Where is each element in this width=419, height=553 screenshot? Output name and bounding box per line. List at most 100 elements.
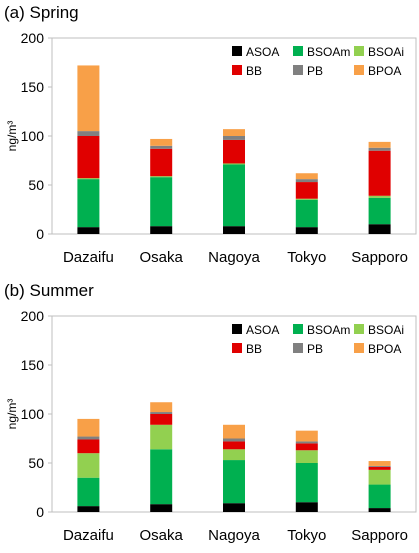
y-tick-label: 200	[21, 308, 45, 324]
bar-bsoam-tokyo	[295, 463, 318, 503]
legend-swatch-bsoam	[293, 46, 303, 56]
bar-bsoam-sapporo	[368, 484, 391, 509]
legend-label-pb: PB	[307, 342, 323, 356]
bar-bsoai-sapporo	[368, 469, 391, 485]
legend-label-bpoa: BPOA	[368, 64, 401, 78]
bar-bsoam-dazaifu	[77, 477, 100, 507]
bar-bb-tokyo	[295, 182, 318, 199]
y-tick-label: 100	[21, 406, 45, 422]
bar-bb-dazaifu	[77, 136, 100, 179]
bar-bsoam-dazaifu	[77, 179, 100, 228]
legend-label-bsoai: BSOAi	[368, 45, 404, 59]
x-tick-label: Tokyo	[287, 249, 326, 266]
bar-bsoam-sapporo	[368, 197, 391, 225]
legend-label-asoa: ASOA	[246, 45, 279, 59]
y-tick-label: 100	[21, 128, 45, 144]
bar-bsoam-nagoya	[223, 460, 245, 504]
y-tick-label: 150	[21, 79, 45, 95]
bar-bsoam-osaka	[150, 449, 173, 505]
bar-bsoam-osaka	[150, 177, 173, 227]
bar-bsoai-osaka	[150, 176, 173, 178]
legend-label-bsoam: BSOAm	[307, 45, 350, 59]
bar-pb-osaka	[150, 412, 173, 414]
y-tick-label: 50	[28, 177, 44, 193]
bar-bsoai-tokyo	[295, 450, 318, 463]
bar-bpoa-osaka	[150, 138, 173, 146]
legend-label-bb: BB	[246, 64, 262, 78]
bar-bsoai-nagoya	[223, 449, 245, 461]
bar-bsoam-tokyo	[295, 199, 318, 228]
x-tick-label: Dazaifu	[63, 527, 114, 544]
legend-swatch-bsoai	[354, 324, 364, 334]
bar-bsoai-nagoya	[223, 163, 245, 165]
bar-asoa-dazaifu	[77, 227, 100, 234]
bar-bpoa-sapporo	[368, 461, 391, 466]
bar-bpoa-nagoya	[223, 129, 245, 136]
bar-asoa-tokyo	[295, 502, 318, 512]
chart-panel-summer: (b) Summer 0 50 100 150 200 ng/m³ Dazaifu Osaka…	[0, 278, 419, 553]
x-tick-label: Tokyo	[287, 527, 326, 544]
y-tick-label: 0	[36, 226, 44, 242]
legend-label-bsoai: BSOAi	[368, 323, 404, 337]
x-tick-label: Osaka	[140, 249, 184, 266]
bar-pb-nagoya	[223, 438, 245, 442]
bar-bpoa-tokyo	[295, 430, 318, 442]
legend-swatch-pb	[293, 343, 303, 353]
x-tick-label: Sapporo	[351, 527, 408, 544]
bar-bb-dazaifu	[77, 439, 100, 454]
legend-swatch-bpoa	[354, 343, 364, 353]
bar-bb-nagoya	[223, 139, 245, 164]
legend-box	[228, 42, 408, 80]
bar-pb-dazaifu	[77, 436, 100, 440]
y-tick-label: 200	[21, 30, 45, 46]
bar-asoa-tokyo	[295, 227, 318, 234]
bar-bpoa-nagoya	[223, 424, 245, 439]
bar-pb-tokyo	[295, 179, 318, 183]
x-tick-label: Nagoya	[208, 249, 260, 266]
legend-label-asoa: ASOA	[246, 323, 279, 337]
bar-bb-nagoya	[223, 441, 245, 450]
x-tick-label: Nagoya	[208, 527, 260, 544]
x-tick-label: Dazaifu	[63, 249, 114, 266]
bar-asoa-osaka	[150, 226, 173, 234]
legend-label-pb: PB	[307, 64, 323, 78]
bar-asoa-sapporo	[368, 508, 391, 512]
bar-bsoai-dazaifu	[77, 453, 100, 478]
chart-title-summer: (b) Summer	[4, 281, 94, 300]
x-tick-label: Sapporo	[351, 249, 408, 266]
y-axis-label: ng/m³	[5, 121, 19, 152]
bar-asoa-sapporo	[368, 224, 391, 234]
bar-bsoai-osaka	[150, 424, 173, 450]
legend-swatch-asoa	[232, 46, 242, 56]
bar-bpoa-dazaifu	[77, 418, 100, 437]
bar-bb-tokyo	[295, 443, 318, 451]
bar-bb-osaka	[150, 414, 173, 425]
bar-bpoa-dazaifu	[77, 65, 100, 132]
y-tick-label: 150	[21, 357, 45, 373]
y-tick-label: 50	[28, 455, 44, 471]
legend-swatch-bb	[232, 65, 242, 75]
legend-box	[228, 320, 408, 358]
bar-pb-osaka	[150, 145, 173, 149]
bar-asoa-nagoya	[223, 503, 245, 512]
bar-bb-sapporo	[368, 150, 391, 196]
legend-swatch-bpoa	[354, 65, 364, 75]
legend-label-bb: BB	[246, 342, 262, 356]
y-axis-label: ng/m³	[5, 399, 19, 430]
legend-swatch-asoa	[232, 324, 242, 334]
legend-label-bsoam: BSOAm	[307, 323, 350, 337]
bar-pb-sapporo	[368, 465, 391, 467]
bar-bsoai-tokyo	[295, 198, 318, 200]
y-tick-label: 0	[36, 504, 44, 520]
bar-bpoa-osaka	[150, 402, 173, 413]
bar-bsoam-nagoya	[223, 164, 245, 227]
bar-pb-dazaifu	[77, 131, 100, 136]
bar-bpoa-sapporo	[368, 141, 391, 148]
legend-swatch-bb	[232, 343, 242, 353]
bar-pb-tokyo	[295, 441, 318, 444]
bar-bpoa-tokyo	[295, 173, 318, 180]
legend-swatch-pb	[293, 65, 303, 75]
bar-bsoai-sapporo	[368, 195, 391, 198]
bar-bb-sapporo	[368, 466, 391, 470]
chart-panel-spring: (a) Spring 0 50 100 150 200 ng/m³ Dazaifu Osaka…	[0, 0, 419, 275]
